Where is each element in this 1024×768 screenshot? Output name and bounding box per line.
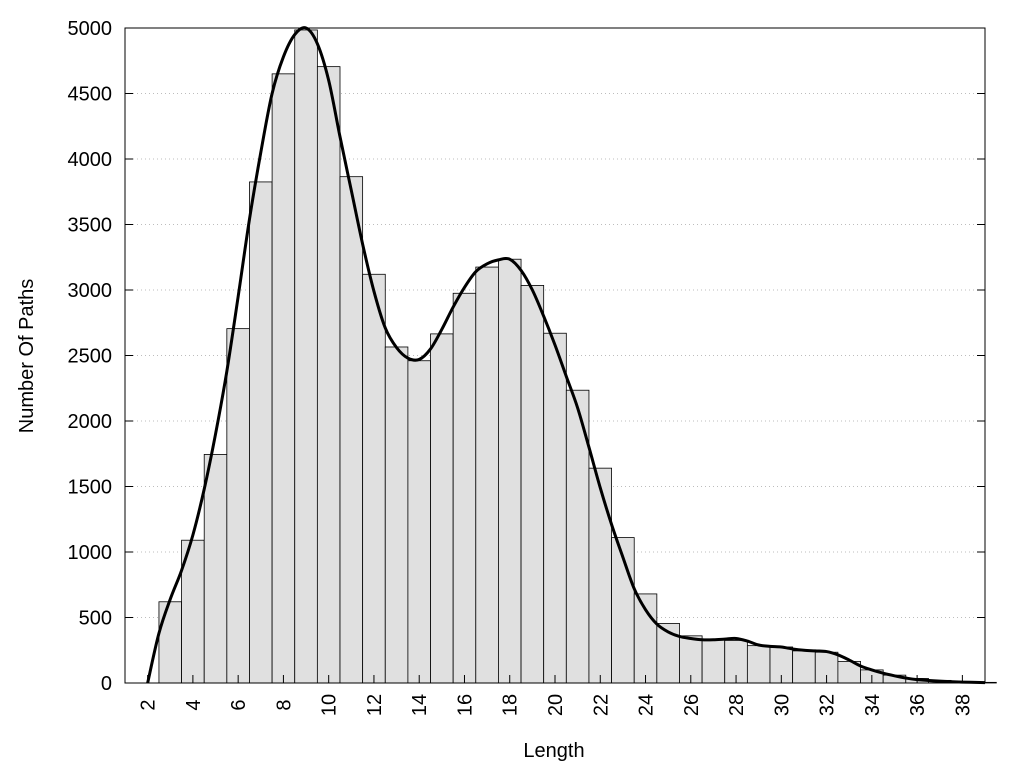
x-tick-label: 2 — [138, 699, 160, 710]
histogram-bar — [271, 73, 296, 684]
y-tick-label: 500 — [79, 608, 112, 630]
y-tick-label: 3000 — [68, 280, 113, 302]
x-tick-label: 26 — [681, 694, 703, 716]
y-axis-ticks: 0 500 1000 1500 2000 2500 3000 3500 4000 4500 5000 — [68, 18, 985, 695]
x-tick-label: 4 — [183, 699, 205, 710]
y-tick-label: 3500 — [68, 215, 113, 237]
y-tick-label: 2000 — [68, 411, 113, 433]
x-tick-label: 28 — [726, 694, 748, 716]
y-tick-label: 0 — [101, 673, 112, 695]
x-tick-label: 22 — [590, 694, 612, 716]
x-tick-label: 32 — [817, 694, 839, 716]
x-tick-label: 14 — [409, 694, 431, 716]
y-tick-label: 4500 — [68, 84, 113, 106]
y-axis-label: Number Of Paths — [16, 279, 38, 434]
x-tick-label: 10 — [319, 694, 341, 716]
histogram-bar — [294, 29, 318, 684]
density-curve — [146, 26, 986, 685]
histogram-bar — [701, 639, 726, 684]
x-tick-label: 36 — [907, 694, 929, 716]
histogram-bar — [430, 333, 454, 684]
histogram-bar — [362, 273, 386, 684]
histogram-bar — [249, 181, 273, 684]
histogram-bar — [792, 650, 816, 684]
x-tick-label: 20 — [545, 694, 567, 716]
histogram-bar — [746, 645, 771, 684]
x-tick-label: 18 — [500, 694, 522, 716]
x-tick-label: 16 — [454, 694, 476, 716]
histogram-bar — [158, 601, 182, 684]
histogram-bar — [339, 176, 364, 684]
histogram-bar — [226, 328, 250, 684]
x-axis-ticks: 2 4 6 8 10 12 14 16 18 20 22 24 26 28 30 32 34 36 38 — [138, 675, 974, 716]
density-curve-line — [146, 26, 986, 685]
x-tick-label: 24 — [636, 694, 658, 716]
histogram-bar — [475, 266, 499, 684]
x-tick-label: 12 — [364, 694, 386, 716]
x-tick-label: 38 — [952, 694, 974, 716]
histogram-bar — [407, 360, 431, 684]
x-tick-label: 8 — [273, 699, 295, 710]
x-tick-label: 6 — [228, 699, 250, 710]
histogram-bar — [498, 258, 522, 684]
y-tick-label: 1000 — [68, 542, 113, 564]
histogram-bar — [384, 346, 409, 684]
y-tick-label: 1500 — [68, 477, 113, 499]
x-axis-label: Length — [523, 740, 584, 762]
histogram-bar — [520, 285, 545, 684]
bars — [158, 29, 997, 684]
histogram-bar — [588, 467, 612, 684]
grid-lines — [125, 93, 985, 618]
histogram-bar — [203, 454, 228, 684]
histogram-bar — [316, 66, 341, 684]
histogram-bar — [543, 332, 567, 684]
histogram-bar — [452, 292, 477, 684]
x-tick-label: 34 — [862, 694, 884, 716]
x-tick-label: 30 — [771, 694, 793, 716]
y-tick-label: 2500 — [68, 346, 113, 368]
y-tick-label: 4000 — [68, 149, 113, 171]
y-tick-label: 5000 — [68, 18, 113, 40]
